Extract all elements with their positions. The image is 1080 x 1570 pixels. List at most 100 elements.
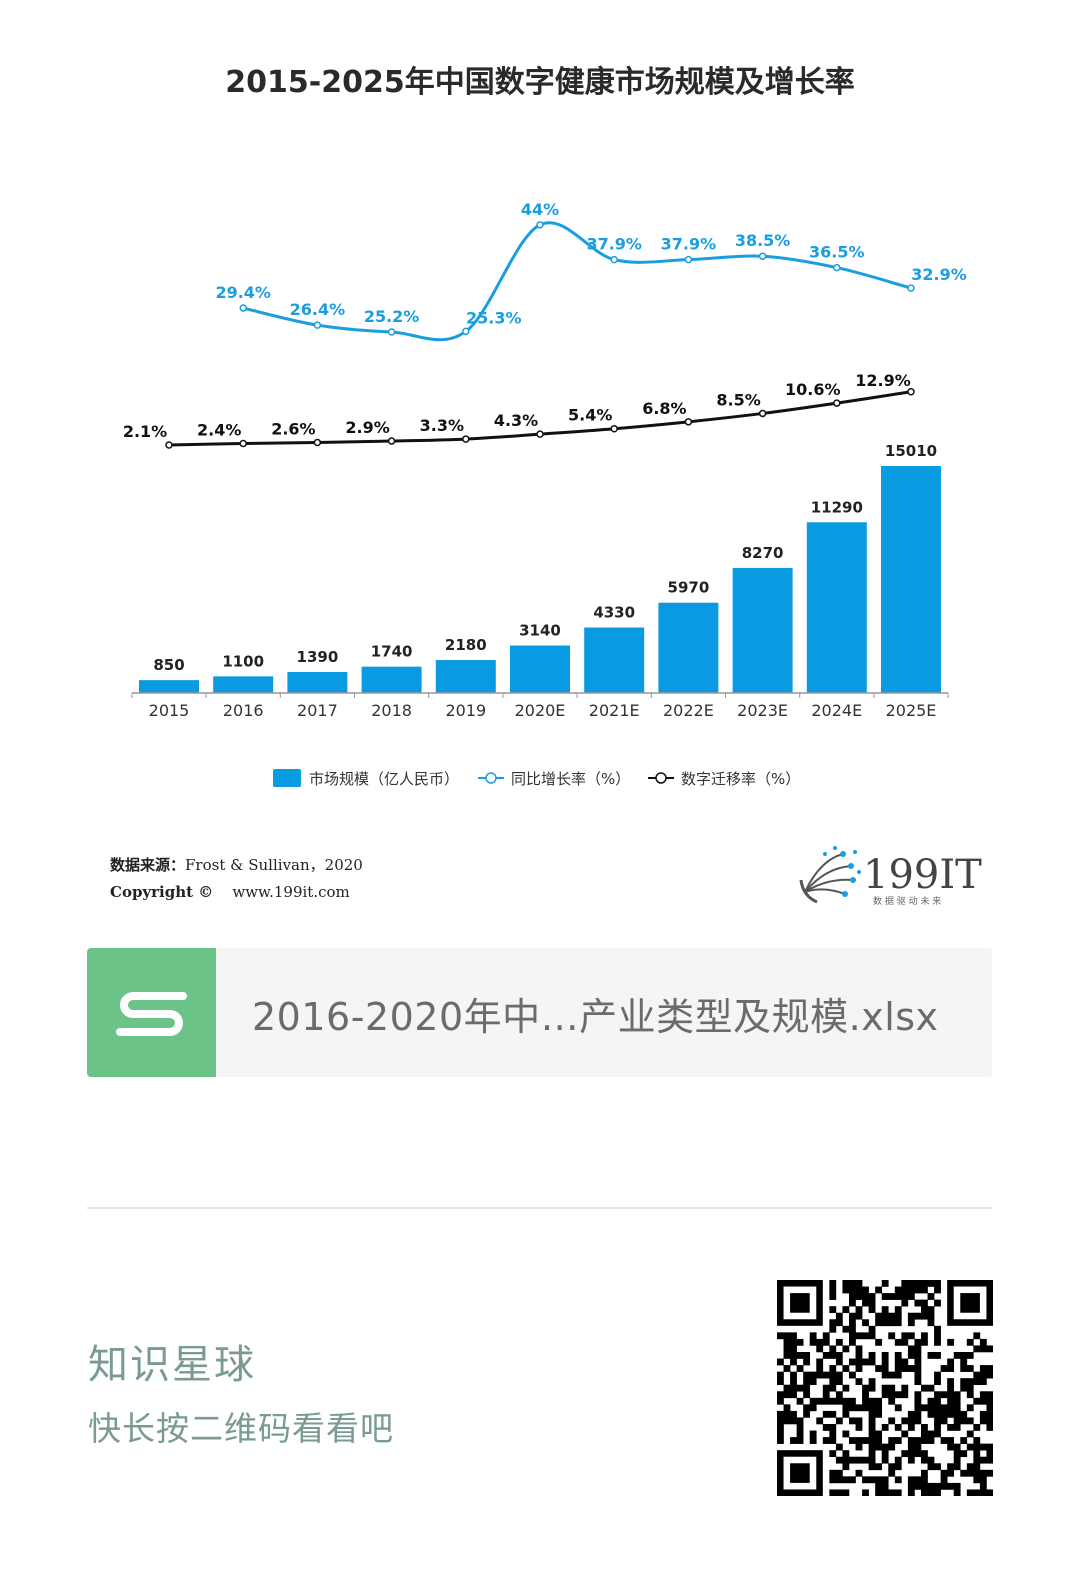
bar-value-label: 2180 [445,636,487,654]
file-name: 2016-2020年中…产业类型及规模.xlsx [252,995,939,1039]
x-tick-label: 2016 [223,701,264,720]
migration-point [833,399,841,407]
logo-text: 199IT [863,852,982,898]
bar-value-label: 850 [153,656,184,674]
growth-value-label: 25.3% [466,308,522,327]
copyright-line: Copyright © www.199it.com [110,883,350,901]
growth-value-label: 26.4% [290,300,346,319]
legend-swatch-bar [273,769,301,787]
growth-value-label: 36.5% [809,243,865,262]
source-text: Frost & Sullivan，2020 [185,856,363,874]
source-line: 数据来源：Frost & Sullivan，2020 [110,854,363,875]
legend-label-migration: 数字迁移率（%） [681,770,800,788]
growth-point [833,263,841,272]
growth-point [610,255,618,264]
growth-value-label: 29.4% [215,283,271,302]
spreadsheet-s-icon [87,948,216,1077]
bar [881,466,941,693]
bar [213,676,274,693]
copyright-label: Copyright © [110,883,214,901]
planet-subtitle: 快长按二维码看看吧 [88,1409,394,1448]
bar [435,660,496,693]
planet-title: 知识星球 [88,1342,256,1388]
bar [361,666,422,693]
legend-marker-migration [655,772,667,784]
x-tick-label: 2020E [515,701,566,720]
logo-199it: 199IT 数 据 驱 动 未 来 [799,846,982,907]
x-tick-label: 2023E [737,701,788,720]
x-tick-label: 2015 [149,701,190,720]
x-tick-label: 2019 [445,701,486,720]
migration-point [907,388,915,396]
x-tick-label: 2025E [886,701,937,720]
growth-point [313,321,322,329]
x-tick-label: 2018 [371,701,412,720]
migration-point [758,409,767,418]
growth-value-label: 25.2% [364,307,420,326]
legend: 市场规模（亿人民币） 同比增长率（%） 数字迁移率（%） [273,769,800,788]
bar [732,567,793,693]
x-axis: 2015 2016 2017 2018 2019 2020E 2021E 2022E 2023E… [131,692,949,720]
migration-point [684,418,693,426]
bar-value-label: 8270 [742,544,784,562]
qr-code[interactable] [777,1280,993,1496]
migration-point [462,435,470,443]
bar [510,645,570,693]
migration-value-label: 2.9% [345,418,389,437]
migration-value-label: 4.3% [494,411,538,430]
file-card[interactable]: 2016-2020年中…产业类型及规模.xlsx [87,948,992,1077]
legend-marker-growth [485,772,497,784]
bar [287,671,348,693]
growth-point [239,304,247,312]
bar [584,627,645,693]
x-tick-label: 2024E [811,701,862,720]
bar-value-label: 4330 [593,604,635,622]
bar-value-label: 1390 [297,648,339,666]
growth-value-label: 37.9% [586,235,642,254]
migration-value-label: 2.6% [271,420,315,439]
migration-value-label: 2.4% [197,421,241,440]
logo-tagline: 数 据 驱 动 未 来 [873,895,941,907]
growth-point [758,252,767,260]
migration-point [536,430,544,438]
growth-value-label: 37.9% [661,235,717,254]
legend-label-bar: 市场规模（亿人民币） [309,770,459,788]
migration-value-label: 3.3% [420,416,464,435]
growth-line [242,221,912,342]
migration-value-label: 5.4% [568,406,612,425]
migration-value-label: 12.9% [855,371,911,390]
migration-point [239,439,247,448]
growth-point [536,221,544,229]
migration-value-label: 2.1% [123,422,167,441]
chart-svg: 2015-2025年中国数字健康市场规模及增长率 850 1100 1390 1740… [123,65,967,788]
dandelion-icon [799,846,861,904]
chart-area: 2015-2025年中国数字健康市场规模及增长率 850 1100 1390 1740… [123,65,967,788]
growth-line-series: 29.4% 26.4% 25.2% 25.3% 44% 37.9% 37.9% 38.5% 36… [215,200,967,342]
source-label: 数据来源： [110,856,186,874]
growth-value-label: 38.5% [735,231,791,250]
x-tick-label: 2022E [663,701,714,720]
growth-value-label: 44% [521,200,559,219]
migration-value-label: 10.6% [785,380,841,399]
bar-value-label: 5970 [668,579,710,597]
bar [658,602,719,693]
migration-point [165,441,173,449]
growth-point [907,284,915,292]
bar [806,522,867,693]
migration-value-label: 6.8% [642,399,686,418]
chart-title: 2015-2025年中国数字健康市场规模及增长率 [225,65,854,100]
growth-value-label: 32.9% [911,265,967,284]
growth-point [387,328,396,336]
x-tick-label: 2017 [297,701,338,720]
migration-point [610,424,618,433]
growth-point [462,327,470,336]
source-url: www.199it.com [232,883,350,901]
legend-label-growth: 同比增长率（%） [511,770,630,788]
bar-value-label: 11290 [811,498,863,516]
divider [87,1207,992,1209]
bar-value-label: 15010 [885,442,937,460]
bar-series: 850 1100 1390 1740 2180 3140 4330 5970 8270 11290… [139,442,941,693]
x-tick-label: 2021E [589,701,640,720]
migration-value-label: 8.5% [716,390,760,409]
migration-line-series: 2.1% 2.4% 2.6% 2.9% 3.3% 4.3% 5.4% 6.8% 8.5% 10.6… [123,371,915,449]
